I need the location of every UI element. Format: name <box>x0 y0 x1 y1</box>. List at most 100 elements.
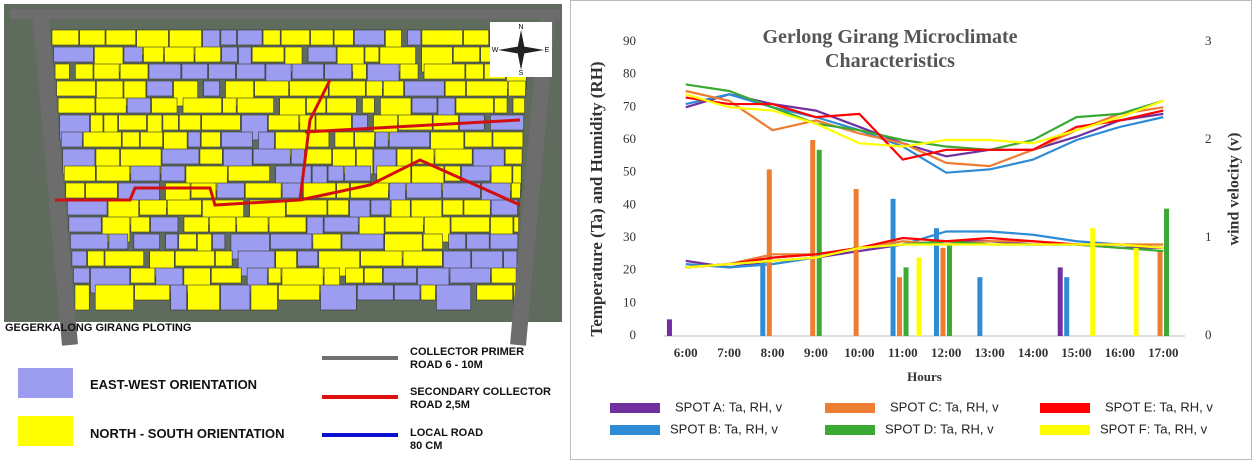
map-block <box>333 29 354 46</box>
wind-bar <box>760 260 766 336</box>
legend-label: SPOT D: Ta, RH, v <box>885 421 994 436</box>
map-block <box>420 284 436 301</box>
y-tick-label: 70 <box>623 98 636 113</box>
map-block <box>384 216 424 233</box>
map-block <box>162 114 179 131</box>
map-block <box>341 233 384 250</box>
map-block <box>375 131 389 148</box>
map-block <box>463 29 490 46</box>
map-block <box>160 165 186 182</box>
map-block <box>324 63 353 80</box>
map-block <box>270 233 313 250</box>
y2-tick-label: 0 <box>1205 327 1212 342</box>
y-tick-label: 40 <box>623 196 636 211</box>
map-block <box>320 284 357 311</box>
map-block <box>490 199 518 216</box>
map-block <box>150 216 179 233</box>
map-block <box>491 267 517 284</box>
map-block <box>518 199 520 216</box>
map-block <box>222 97 237 114</box>
legend-label: SPOT A: Ta, RH, v <box>675 399 783 414</box>
x-tick-label: 7:00 <box>717 345 741 360</box>
map-block <box>254 80 289 97</box>
map-block <box>511 182 521 199</box>
legend-swatch <box>610 425 660 435</box>
compass-label: S <box>519 70 524 77</box>
x-tick-label: 10:00 <box>844 345 874 360</box>
map-block <box>221 131 253 148</box>
x-tick-label: 11:00 <box>888 345 918 360</box>
map-block <box>178 114 201 131</box>
map-block <box>489 233 519 250</box>
map-block <box>121 131 140 148</box>
wind-bar <box>1057 267 1063 336</box>
legend-swatch <box>18 416 73 446</box>
map-block <box>442 199 464 216</box>
map-block <box>463 199 491 216</box>
y-tick-label: 0 <box>630 327 637 342</box>
map-block <box>383 80 404 97</box>
wind-bar <box>916 257 922 336</box>
map-block <box>70 233 109 250</box>
map-block <box>74 284 90 311</box>
map-block <box>53 46 94 63</box>
collector-road <box>32 11 78 346</box>
wind-bar <box>1164 208 1170 336</box>
rh-line <box>685 93 1164 158</box>
map-block <box>123 46 143 63</box>
map-block <box>200 131 221 148</box>
map-block <box>365 80 383 97</box>
wind-bar <box>1157 250 1163 336</box>
ta-line <box>685 243 1164 269</box>
map-block <box>268 267 282 284</box>
y-axis-title: Temperature (Ta) and Humidity (RH) <box>587 61 606 336</box>
y-tick-label: 60 <box>623 131 636 146</box>
legend-label: NORTH - SOUTH ORIENTATION <box>90 426 285 441</box>
y-tick-label: 90 <box>623 33 636 48</box>
map-block <box>290 148 305 165</box>
map-block <box>68 216 102 233</box>
map-block <box>423 63 466 80</box>
map-block <box>67 199 108 216</box>
map-block <box>216 182 245 199</box>
map-block <box>461 165 491 182</box>
x-tick-label: 13:00 <box>974 345 1004 360</box>
legend-label: SPOT C: Ta, RH, v <box>890 399 999 414</box>
map-block <box>406 182 442 199</box>
map-block <box>280 29 310 46</box>
map-panel: N E S W <box>4 4 562 446</box>
y-tick-label: 30 <box>623 229 636 244</box>
map-block <box>278 284 320 301</box>
map-block <box>356 284 394 301</box>
map-block <box>203 80 220 97</box>
map-block <box>444 80 466 97</box>
map-block <box>56 80 96 97</box>
road-label: COLLECTOR PRIMER ROAD 6 - 10M <box>410 346 525 371</box>
map-block <box>327 165 344 182</box>
map-block <box>262 29 281 46</box>
map-block <box>244 182 282 199</box>
map-block <box>236 97 274 114</box>
y-tick-label: 50 <box>623 164 636 179</box>
map-block <box>312 233 342 250</box>
map-block <box>326 97 357 114</box>
map-block <box>130 267 156 284</box>
rh-line <box>685 96 1164 161</box>
map-block <box>119 63 149 80</box>
map-block <box>146 80 173 97</box>
wind-bar <box>977 277 983 336</box>
map-block <box>220 29 237 46</box>
map-block <box>363 267 383 284</box>
map-block <box>476 284 513 301</box>
y-tick-label: 20 <box>623 262 636 277</box>
wind-bar <box>666 319 672 336</box>
map-block <box>289 80 329 97</box>
map-block <box>354 131 375 148</box>
legend-swatch <box>1040 425 1090 435</box>
map-block <box>449 267 491 284</box>
map-block <box>464 131 493 148</box>
map-block <box>442 182 481 199</box>
y2-axis-title: wind velocity (v) <box>1226 133 1243 246</box>
map-block <box>139 199 167 216</box>
map-block <box>105 29 136 46</box>
